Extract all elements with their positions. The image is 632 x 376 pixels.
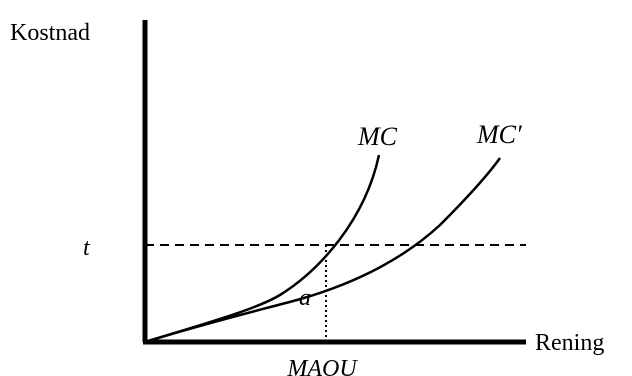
- mc-curve: [144, 154, 381, 344]
- maou-label: MAOU: [286, 356, 358, 376]
- mc-prime-label: MC′: [476, 120, 522, 149]
- x-axis-label: Rening: [535, 330, 604, 356]
- y-axis-label: Kostnad: [10, 20, 90, 46]
- a-label: a: [299, 285, 311, 311]
- t-label: t: [83, 235, 91, 261]
- mc-prime-curve: [144, 157, 502, 344]
- mc-label: MC: [357, 122, 398, 151]
